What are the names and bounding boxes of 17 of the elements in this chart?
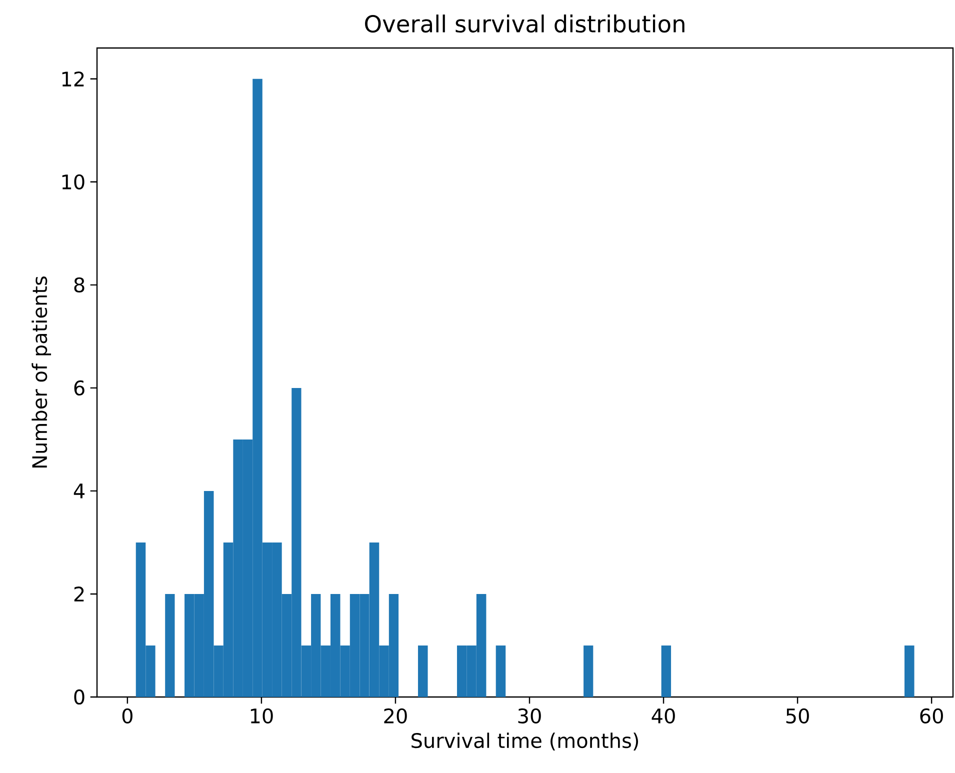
x-axis-title: Survival time (months) [412,732,638,750]
x-tick-label: 30 [518,708,541,724]
chart-title: Overall survival distribution [365,14,684,33]
y-axis-title: Number of patients [32,276,52,468]
x-tick-label: 50 [786,708,809,724]
y-tick-label: 6 [74,380,84,396]
x-tick-label: 10 [250,708,273,724]
x-tick-label: 20 [384,708,407,724]
x-tick-label: 40 [652,708,675,724]
y-tick-label: 4 [74,484,85,498]
y-tick-label: 0 [74,689,84,705]
y-tick-label: 2 [74,586,84,602]
y-tick-label: 10 [62,174,84,190]
y-tick-label: 12 [62,71,84,86]
x-tick-label: 0 [122,708,132,724]
y-tick-label: 8 [74,277,84,292]
x-tick-label: 60 [920,708,943,724]
